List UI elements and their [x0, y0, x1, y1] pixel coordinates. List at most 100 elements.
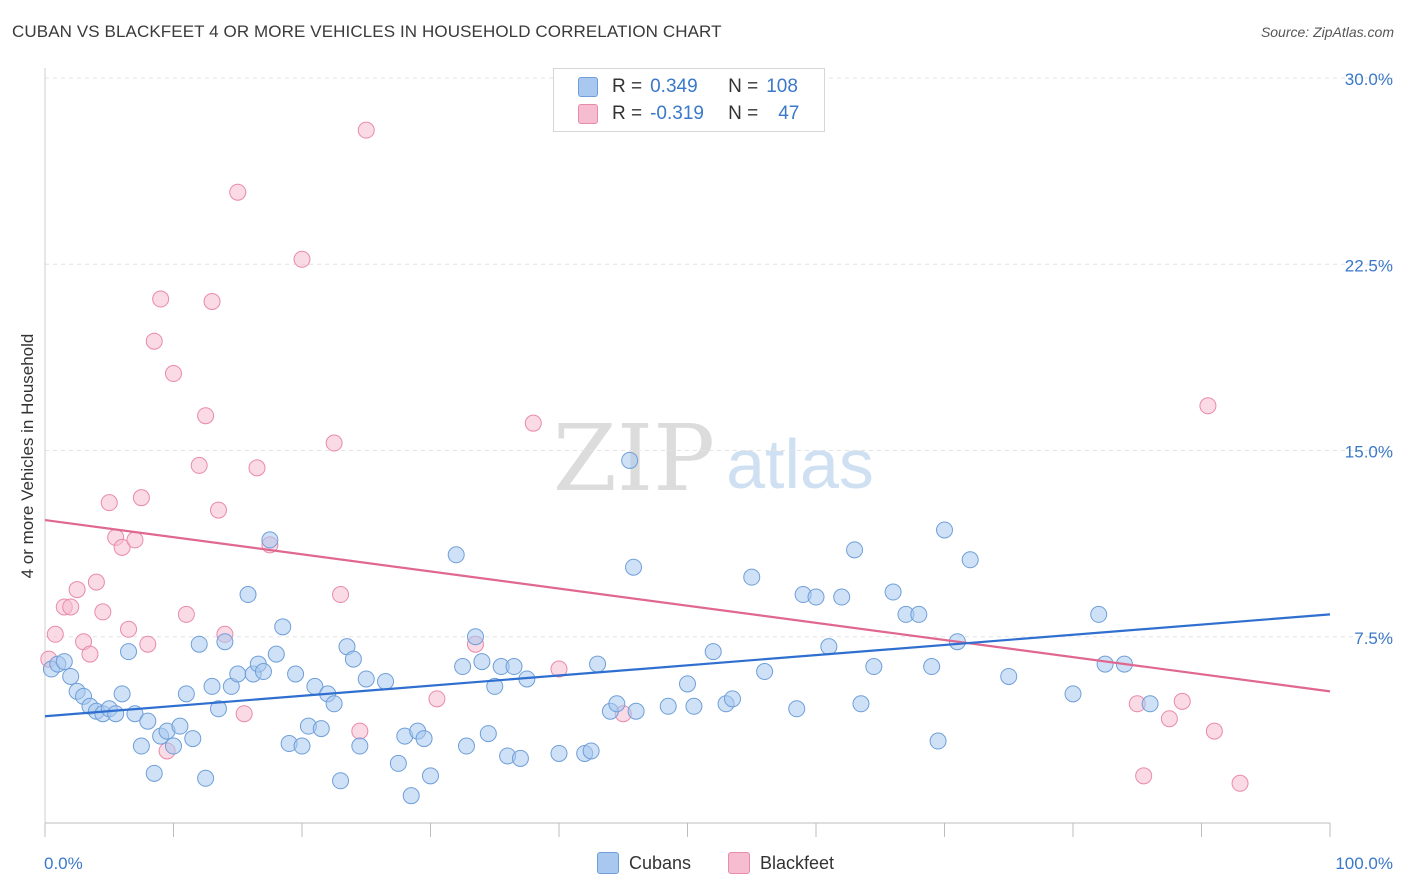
r-value: -0.319: [650, 103, 704, 124]
cubans-point: [1000, 667, 1018, 685]
blackfeet-point: [139, 635, 157, 653]
cubans-point: [184, 730, 202, 748]
blackfeet-point: [1135, 767, 1153, 785]
blackfeet-point: [1160, 710, 1178, 728]
gridlines: [45, 77, 1395, 638]
blackfeet-point: [428, 690, 446, 708]
r-label: R =: [612, 76, 643, 97]
cubans-point: [929, 732, 947, 750]
watermark: ZIP atlas: [553, 405, 874, 512]
cubans-point: [165, 737, 182, 755]
cubans-point: [884, 583, 902, 601]
cubans-point: [608, 695, 626, 713]
blackfeet-swatch: [728, 852, 750, 874]
cubans-point: [479, 725, 497, 743]
blackfeet-point: [1173, 692, 1191, 710]
blackfeet-point: [145, 332, 163, 350]
cubans-point: [679, 675, 696, 693]
cubans-point: [216, 633, 234, 651]
cubans-point: [203, 677, 221, 695]
blackfeet-point: [325, 434, 343, 452]
cubans-point: [723, 690, 741, 708]
blackfeet-point: [1231, 774, 1249, 792]
cubans-point: [377, 672, 395, 690]
cubans-points: [42, 451, 1159, 805]
cubans-point: [936, 521, 953, 539]
cubans-point: [312, 720, 330, 738]
legend-row-cubans: R = 0.349 N = 108: [578, 76, 798, 98]
series-legend: Cubans Blackfeet: [0, 852, 1406, 876]
cubans-point: [274, 618, 292, 636]
cubans-point: [357, 670, 375, 688]
blackfeet-point: [100, 494, 118, 512]
cubans-point: [1090, 605, 1108, 623]
trend-lines: [44, 518, 1331, 718]
r-label: R =: [612, 103, 643, 124]
y-tick-labels: 7.5% 15.0% 22.5% 30.0%: [1345, 70, 1393, 648]
cubans-point: [466, 628, 484, 646]
cubans-point: [625, 558, 643, 576]
correlation-legend: R = 0.349 N = 108 R = -0.319 N = 47: [553, 68, 825, 132]
cubans-trendline: [44, 613, 1331, 718]
cubans-point: [457, 737, 475, 755]
cubans-point: [486, 677, 504, 695]
cubans-point: [332, 772, 350, 790]
cubans-point: [120, 643, 138, 661]
blackfeet-point: [132, 489, 150, 507]
cubans-point: [145, 764, 163, 782]
x-tick-label: 0.0%: [44, 854, 83, 873]
cubans-point: [293, 737, 311, 755]
cubans-point: [344, 650, 362, 668]
n-value: 47: [778, 103, 800, 124]
blackfeet-point: [68, 581, 86, 599]
blackfeet-point: [248, 459, 266, 477]
cubans-point: [820, 638, 838, 656]
cubans-point: [550, 744, 568, 762]
cubans-point: [190, 635, 208, 653]
blackfeet-point: [46, 625, 64, 643]
blackfeet-point: [177, 605, 195, 623]
cubans-point: [62, 667, 80, 685]
blackfeet-point: [126, 531, 144, 549]
n-value: 108: [766, 76, 798, 97]
n-label: N =: [728, 76, 759, 97]
cubans-point: [961, 551, 979, 569]
blackfeet-point: [550, 660, 568, 678]
cubans-point: [171, 717, 189, 735]
x-tick-label: 100.0%: [1335, 854, 1393, 873]
cubans-point: [454, 658, 472, 676]
blackfeet-point: [293, 250, 311, 268]
cubans-point: [139, 712, 157, 730]
cubans-point: [704, 643, 722, 661]
cubans-point: [239, 586, 257, 604]
cubans-point: [447, 546, 465, 564]
cubans-point: [685, 697, 703, 715]
cubans-point: [1064, 685, 1082, 703]
cubans-point: [627, 702, 645, 720]
cubans-point: [415, 730, 433, 748]
legend-row-blackfeet: R = -0.319 N = 47: [578, 103, 799, 125]
cubans-point: [1096, 655, 1114, 673]
blackfeet-point: [62, 598, 80, 616]
cubans-point: [807, 588, 825, 606]
y-tick-label: 7.5%: [1354, 629, 1393, 648]
axes: [44, 68, 1331, 837]
blackfeet-point: [357, 121, 375, 139]
cubans-point: [659, 697, 677, 715]
blackfeet-point: [524, 414, 542, 432]
y-tick-label: 30.0%: [1345, 70, 1393, 89]
blackfeet-point: [203, 293, 221, 310]
cubans-point: [582, 742, 600, 760]
cubans-swatch: [597, 852, 619, 874]
cubans-point: [177, 685, 195, 703]
cubans-point: [743, 568, 761, 586]
cubans-point: [267, 645, 285, 663]
cubans-point: [325, 695, 343, 713]
cubans-point: [756, 663, 774, 681]
cubans-point: [389, 754, 407, 772]
cubans-point: [422, 767, 439, 785]
x-tick-labels: 0.0% 100.0%: [44, 854, 1393, 873]
blackfeet-legend-label: Blackfeet: [760, 852, 835, 873]
blackfeet-point: [1199, 397, 1217, 415]
